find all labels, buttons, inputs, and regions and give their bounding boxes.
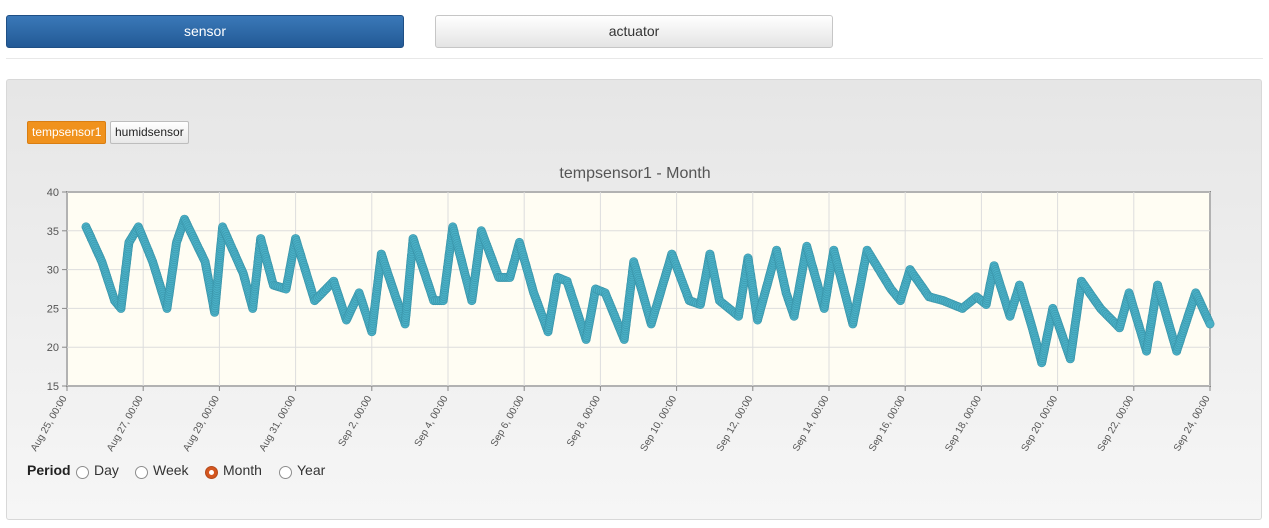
sensor-panel: tempsensor1 humidsensor tempsensor1 - Mo… [6, 79, 1262, 520]
temperature-chart: tempsensor1 - Month 15 20 25 30 35 40 Aug 25,… [29, 165, 1215, 454]
x-tick-label: Sep 6, 00:00 [489, 394, 527, 449]
tempsensor1-button[interactable]: tempsensor1 [27, 121, 107, 144]
x-tick-label: Sep 20, 00:00 [1020, 394, 1061, 454]
x-tick-label: Sep 16, 00:00 [867, 394, 908, 454]
y-tick-label: 35 [47, 226, 59, 238]
x-tick-label: Aug 29, 00:00 [181, 394, 222, 454]
x-tick-label: Sep 22, 00:00 [1096, 394, 1137, 454]
y-tick-label: 40 [47, 187, 59, 199]
y-tick-label: 25 [47, 303, 59, 315]
x-tick-label: Sep 12, 00:00 [715, 394, 756, 454]
radio-year-label[interactable]: Year [297, 462, 326, 478]
radio-week-label[interactable]: Week [153, 462, 189, 478]
y-tick-label: 15 [47, 381, 59, 393]
x-tick-label: Sep 2, 00:00 [337, 394, 375, 449]
y-tick-label: 20 [47, 342, 59, 354]
divider [6, 58, 1263, 59]
radio-day-label[interactable]: Day [94, 462, 119, 478]
period-label: Period [27, 462, 71, 478]
radio-year[interactable] [279, 466, 292, 479]
sensor-button[interactable]: sensor [6, 15, 404, 48]
x-tick-label: Aug 27, 00:00 [105, 394, 146, 454]
x-tick-label: Aug 31, 00:00 [258, 394, 299, 454]
data-point [1205, 319, 1215, 329]
x-tick-label: Aug 25, 00:00 [29, 394, 70, 454]
x-tick-label: Sep 10, 00:00 [639, 394, 680, 454]
radio-month[interactable] [205, 466, 218, 479]
x-tick-label: Sep 18, 00:00 [943, 394, 984, 454]
actuator-button[interactable]: actuator [435, 15, 833, 48]
radio-month-label[interactable]: Month [223, 462, 262, 478]
y-tick-label: 30 [47, 265, 59, 277]
radio-week[interactable] [135, 466, 148, 479]
x-tick-label: Sep 4, 00:00 [413, 394, 451, 449]
x-tick-label: Sep 14, 00:00 [791, 394, 832, 454]
radio-day[interactable] [76, 466, 89, 479]
humidsensor-button[interactable]: humidsensor [110, 121, 189, 144]
x-tick-label: Sep 8, 00:00 [565, 394, 603, 449]
chart-title: tempsensor1 - Month [559, 165, 710, 182]
x-tick-label: Sep 24, 00:00 [1172, 394, 1213, 454]
